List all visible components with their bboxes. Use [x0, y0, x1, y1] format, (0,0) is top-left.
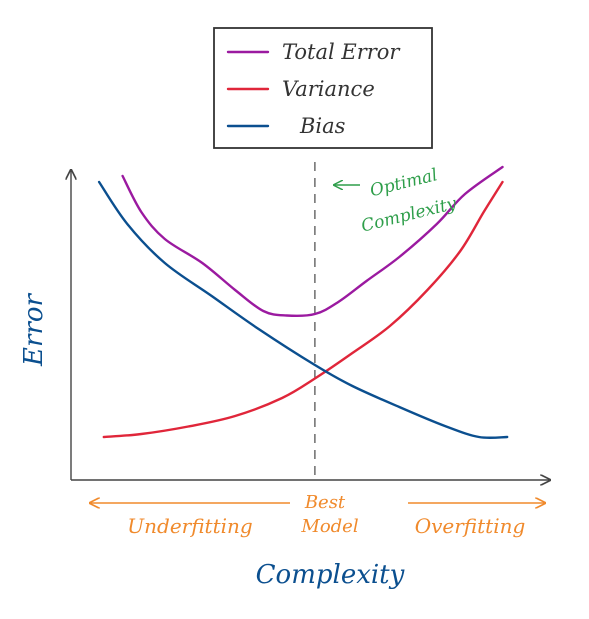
overfitting-label: Overfitting — [415, 514, 526, 538]
best-model-line-1: Best — [304, 492, 346, 513]
legend-label-bias: Bias — [299, 114, 346, 138]
legend: Total Error Variance Bias — [213, 27, 433, 149]
x-axis-label: Complexity — [256, 560, 405, 590]
series-group — [97, 165, 509, 439]
legend-label-total-error: Total Error — [282, 40, 401, 64]
best-model-line-2: Model — [300, 516, 358, 537]
optimal-annotation: Optimal Complexity — [334, 165, 459, 237]
y-axis-label: Error — [19, 292, 49, 366]
series-line-total-error — [121, 165, 504, 318]
underfitting-label: Underfitting — [127, 514, 252, 538]
series-line-variance — [102, 180, 504, 439]
series-line-bias — [97, 180, 509, 439]
legend-label-variance: Variance — [282, 77, 375, 101]
fitting-annotations: Best Model Underfitting Overfitting — [90, 492, 545, 538]
optimal-annotation-line-1: Optimal — [368, 165, 440, 201]
